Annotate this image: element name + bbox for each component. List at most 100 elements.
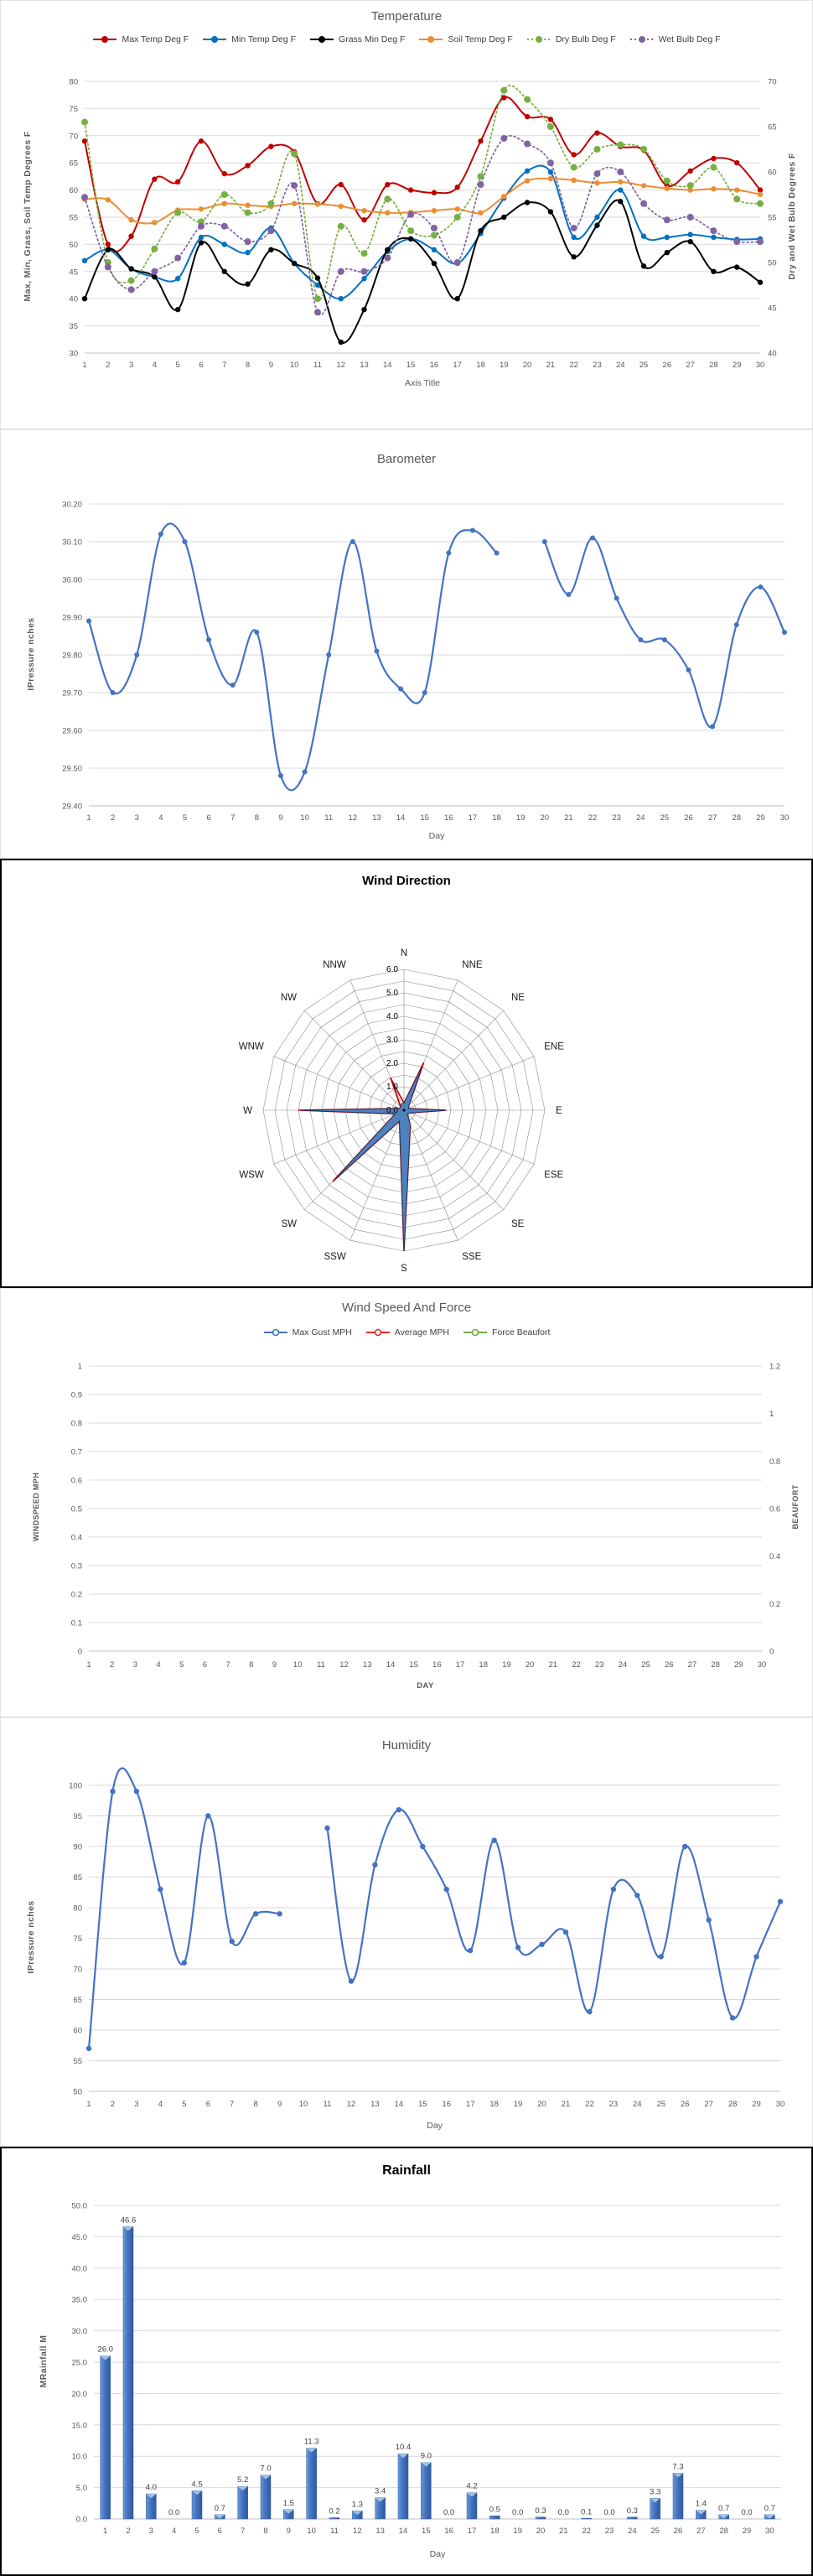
y-axis-tick-label: 29.90 [62,614,82,623]
x-axis-tick-label: 29 [756,813,765,823]
x-axis-tick-label: 28 [732,813,741,823]
x-axis-tick-label: 26 [665,1660,674,1670]
data-point-marker [151,245,158,252]
data-point-marker [110,690,116,695]
rainfall-bar [329,2517,340,2520]
data-point-marker [571,234,577,241]
x-axis-tick-label: 10 [290,361,299,370]
x-axis-tick-label: 2 [126,2527,130,2536]
x-axis-tick-label: 29 [734,1660,743,1670]
secondary-y-axis-tick-label: 70 [768,78,777,87]
rainfall-bar [581,2518,592,2520]
data-point-marker [501,95,507,101]
x-axis-tick-label: 10 [307,2527,316,2536]
data-point-marker [244,209,251,216]
data-point-marker [384,254,391,262]
y-axis-tick-label: 0.1 [71,1619,82,1628]
x-axis-tick-label: 18 [490,2527,500,2536]
rainfall-bar [466,2492,478,2520]
secondary-y-axis-tick-label: 1.2 [769,1363,780,1372]
data-point-marker [664,234,671,241]
x-axis-tick-label: 21 [549,1660,558,1670]
x-axis-tick-label: 20 [536,2527,546,2536]
x-axis-tick-label: 11 [324,2100,332,2109]
bar-gloss [261,2475,271,2480]
data-point-marker [515,1945,521,1950]
wind-speed-left-axis-title: WINDSPEED MPH [32,1472,40,1542]
x-axis-tick-label: 20 [537,2100,546,2109]
y-axis-tick-label: 29.40 [62,802,82,812]
data-point-marker [407,227,415,235]
y-axis-tick-label: 80 [73,1904,82,1914]
bar-data-label: 10.4 [396,2443,412,2452]
radar-spoke [403,1010,505,1111]
data-point-marker [634,1893,640,1898]
radar-spoke [303,1010,405,1111]
secondary-y-axis-tick-label: 55 [768,214,777,223]
y-axis-tick-label: 0 [78,1648,82,1657]
x-axis-tick-label: 6 [206,2100,210,2109]
x-axis-tick-label: 15 [409,1660,418,1670]
legend-item-average-mph: Average MPH [365,1327,449,1337]
data-point-marker [590,535,596,541]
data-point-marker [757,279,764,285]
rainfall-bar [306,2448,317,2520]
x-axis-tick-label: 15 [422,2527,431,2536]
y-axis-tick-label: 55 [69,214,78,223]
bar-gloss [673,2473,683,2478]
data-point-marker [244,238,251,246]
data-point-marker [706,1917,712,1923]
legend-marker-icon [365,1328,390,1337]
x-axis-tick-label: 10 [293,1660,303,1670]
x-axis-tick-label: 25 [640,361,649,370]
data-point-marker [152,220,158,226]
rainfall-bar [650,2498,660,2520]
bar-data-label: 0.0 [603,2508,614,2517]
data-point-marker [687,231,693,237]
compass-label-n: N [401,948,407,958]
x-axis-tick-label: 16 [444,2527,453,2536]
data-point-marker [494,550,500,556]
bar-data-label: 1.3 [352,2500,363,2509]
x-axis-tick-label: 3 [134,2100,138,2109]
data-point-marker [430,231,438,239]
data-point-marker [610,1886,617,1893]
data-point-marker [267,200,275,207]
compass-label-ese: ESE [544,1170,563,1180]
data-point-marker [446,550,452,556]
x-axis-tick-label: 26 [681,2100,690,2109]
x-axis-tick-label: 18 [479,1660,488,1670]
rainfall-bar [489,2516,500,2520]
data-point-marker [326,652,332,657]
data-point-marker [658,1954,664,1960]
barometer-plot: 29.40 29.50 29.60 29.70 29.80 29.90 30.00 30.10… [62,501,789,823]
radar-spoke [273,1056,405,1111]
data-point-marker [245,163,251,169]
data-point-marker [350,539,355,544]
data-point-marker [734,160,740,166]
bar-gloss [146,2494,157,2499]
data-point-marker [733,238,741,246]
data-point-marker [587,2008,593,2015]
x-axis-tick-label: 8 [246,361,250,370]
secondary-y-axis-tick-label: 65 [768,123,777,132]
data-point-marker [127,286,135,293]
x-axis-tick-label: 29 [752,2100,761,2109]
data-point-marker [618,199,624,205]
x-axis-tick-label: 16 [430,361,439,370]
data-point-marker [348,1978,355,1984]
data-point-marker [710,724,716,730]
y-axis-tick-label: 80 [69,78,78,87]
y-axis-tick-label: 30.0 [72,2327,88,2336]
y-axis-tick-label: 0.6 [71,1477,82,1486]
x-axis-tick-label: 12 [347,2100,356,2109]
secondary-y-axis-tick-label: 0.2 [769,1600,780,1609]
data-point-marker [396,1807,402,1813]
data-point-marker [198,138,205,144]
data-point-marker [431,260,438,267]
legend-marker-icon [263,1328,287,1337]
y-axis-tick-label: 50 [73,2088,82,2097]
y-axis-tick-label: 0.2 [71,1591,82,1600]
y-axis-tick-label: 55 [73,2057,82,2066]
data-point-marker [547,175,554,182]
